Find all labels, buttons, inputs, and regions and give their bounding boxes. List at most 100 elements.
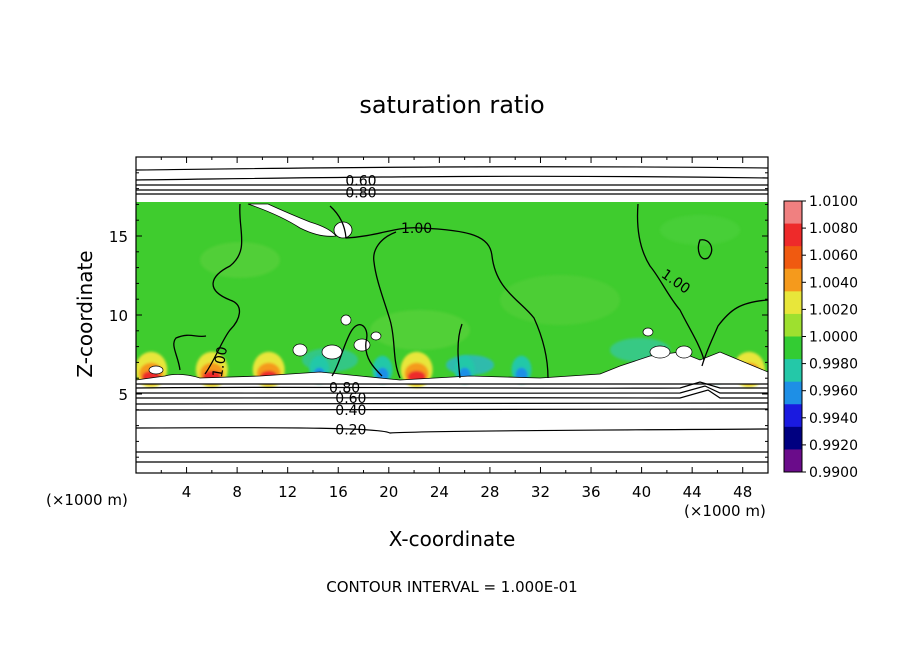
contours-one — [173, 203, 768, 379]
field-patch — [500, 275, 620, 325]
contour-label-text: 0.80 — [345, 186, 376, 202]
contour-label: 0.60 — [345, 174, 376, 190]
x-tick-label: 16 — [329, 483, 348, 501]
colorbar-label: 1.0040 — [809, 275, 858, 291]
contour-line — [373, 231, 401, 379]
contour-label: 1.00 — [210, 345, 231, 378]
colorbar-label: 0.9920 — [809, 438, 858, 454]
x-tick-label: 40 — [632, 483, 651, 501]
x-tick-label: 24 — [430, 483, 449, 501]
contour-label-text: 0.40 — [335, 403, 366, 419]
z-unit-label: (×1000 m) — [684, 502, 766, 520]
contour-line — [173, 334, 207, 371]
y-tick-label: 15 — [109, 228, 128, 246]
plot-area — [136, 157, 768, 473]
colorbar-swatch — [784, 359, 802, 383]
contour-line — [136, 408, 768, 411]
colorbar-label: 0.9900 — [809, 465, 858, 481]
x-tick-label: 20 — [379, 483, 398, 501]
contour-line — [136, 402, 768, 405]
contour-line — [136, 175, 768, 181]
contour-line — [329, 205, 549, 379]
colorbar-swatch — [784, 268, 802, 292]
cloud-blob — [148, 365, 164, 375]
cloud-blobs — [148, 314, 693, 375]
x-tick-label: 12 — [278, 483, 297, 501]
contour-label-text: 0.60 — [335, 391, 366, 407]
colorbar-swatch — [784, 313, 802, 337]
colorbar-swatch — [784, 404, 802, 428]
colorbar-label: 1.0000 — [809, 330, 858, 346]
field-patch — [200, 242, 280, 278]
colorbar-swatch — [784, 381, 802, 405]
colorbar-swatch — [784, 291, 802, 315]
colorbar-label: 1.0020 — [809, 302, 858, 318]
lower-boundary-cloud — [136, 351, 768, 385]
x-axis: 4 8 12 16 20 24 28 32 36 40 44 48 — [160, 157, 752, 501]
contour-line — [636, 203, 705, 361]
upper-boundary-gap — [136, 199, 768, 202]
cloud-blob — [675, 345, 693, 359]
contour-interval-note: CONTOUR INTERVAL = 1.000E-01 — [326, 578, 577, 596]
y-tick-label: 5 — [118, 386, 128, 404]
chart-title: saturation ratio — [359, 91, 544, 119]
contour-line — [331, 324, 383, 377]
contour-line — [457, 323, 463, 379]
colorbar-label: 0.9960 — [809, 384, 858, 400]
colorbar-label: 1.0100 — [809, 194, 858, 210]
cloud-blob — [649, 345, 671, 359]
cloud-blob — [340, 314, 352, 326]
y-axis: 5 10 15 — [109, 172, 768, 458]
contour-line — [697, 239, 713, 260]
colorbar-label: 0.9940 — [809, 411, 858, 427]
colorbar-swatch — [784, 426, 802, 450]
contour-line — [204, 203, 243, 375]
field-patch — [660, 215, 740, 245]
x-tick-label: 44 — [683, 483, 702, 501]
contour-line — [136, 166, 768, 171]
x-tick-label: 48 — [733, 483, 752, 501]
cloud-blob — [370, 331, 382, 341]
contours-lower — [136, 381, 768, 463]
colorbar-swatch — [784, 449, 802, 473]
y-axis-title: Z-coordinate — [73, 250, 97, 377]
x-unit-label: (×1000 m) — [46, 491, 128, 509]
contour-label-text: 0.20 — [335, 423, 366, 439]
colorbar-label: 1.0080 — [809, 221, 858, 237]
cloud-blob — [292, 343, 308, 357]
x-tick-label: 36 — [581, 483, 600, 501]
contour-label: 0.80 — [345, 186, 376, 202]
x-tick-label: 4 — [182, 483, 192, 501]
contour-label: 0.20 — [335, 423, 366, 439]
cloud-blob — [321, 344, 343, 360]
contour-line — [136, 389, 768, 399]
x-tick-label: 28 — [480, 483, 499, 501]
contour-label-text: 0.60 — [345, 174, 376, 190]
colorbar-label: 1.0060 — [809, 248, 858, 264]
field-patch — [370, 310, 470, 350]
y-tick-label: 10 — [109, 307, 128, 325]
contour-label: 0.80 — [329, 381, 360, 397]
colorbar-swatch — [784, 246, 802, 270]
contour-label: 1.00 — [401, 221, 432, 237]
cloud-blob — [353, 338, 371, 352]
x-axis-title: X-coordinate — [389, 527, 516, 551]
contour-line — [136, 385, 768, 394]
x-tick-label: 32 — [531, 483, 550, 501]
contour-label-text: 1.00 — [210, 345, 231, 378]
contour-line — [701, 299, 768, 367]
cloud-blob — [642, 327, 654, 337]
contour-label: 0.40 — [335, 403, 366, 419]
contour-label: 0.60 — [335, 391, 366, 407]
x-tick-label: 8 — [232, 483, 242, 501]
upper-cloud-blob — [333, 221, 353, 239]
upper-cloud-wisp — [247, 203, 337, 237]
contour-label-text: 1.00 — [401, 221, 432, 237]
colorbar: 1.0100 1.0080 1.0060 1.0040 1.0020 1.0000 0.99… — [783, 194, 858, 481]
contour-line — [136, 427, 768, 434]
colorbar-swatch — [784, 336, 802, 360]
colorbar-swatch — [784, 201, 802, 225]
colorbar-swatch — [784, 223, 802, 247]
contour-label-text: 0.80 — [329, 381, 360, 397]
